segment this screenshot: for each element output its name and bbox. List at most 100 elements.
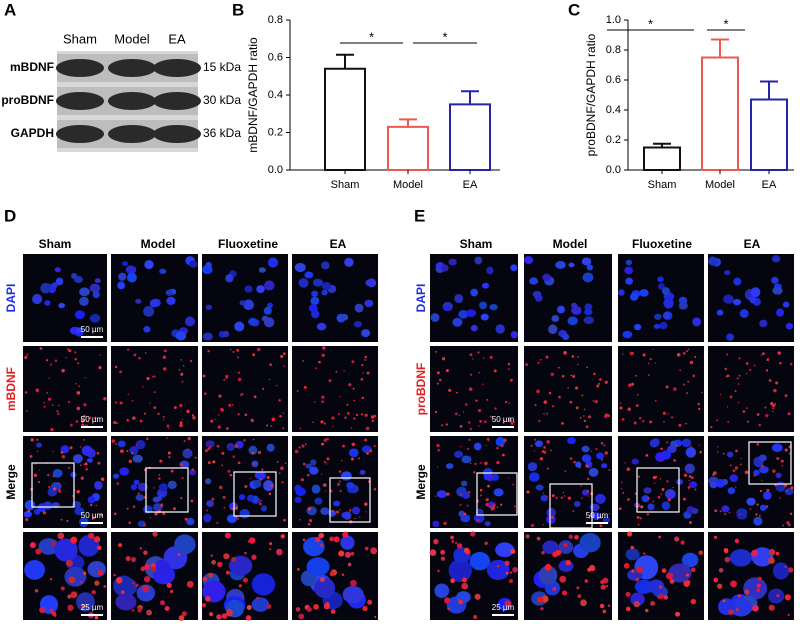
signal-dot bbox=[512, 483, 515, 486]
signal-dot bbox=[88, 416, 92, 420]
nucleus bbox=[74, 507, 85, 516]
signal-dot bbox=[440, 549, 446, 555]
nucleus bbox=[58, 302, 66, 309]
signal-dot bbox=[57, 482, 60, 485]
signal-dot bbox=[477, 351, 480, 354]
signal-dot bbox=[726, 353, 729, 356]
signal-dot bbox=[558, 395, 561, 399]
nucleus bbox=[298, 278, 309, 288]
signal-dot bbox=[99, 354, 101, 356]
signal-dot bbox=[238, 584, 242, 588]
signal-dot bbox=[580, 485, 582, 487]
nucleus bbox=[143, 305, 155, 317]
signal-dot bbox=[446, 492, 450, 496]
nucleus bbox=[32, 293, 43, 305]
nucleus bbox=[143, 325, 151, 333]
nucleus bbox=[243, 299, 254, 311]
signal-dot bbox=[729, 395, 733, 399]
signal-dot bbox=[726, 406, 729, 408]
signal-dot bbox=[479, 461, 482, 464]
signal-dot bbox=[128, 521, 131, 525]
signal-dot bbox=[781, 464, 784, 467]
nucleus bbox=[342, 585, 364, 604]
signal-dot bbox=[364, 358, 367, 361]
signal-dot bbox=[433, 538, 439, 545]
nucleus bbox=[125, 265, 137, 275]
signal-dot bbox=[550, 372, 555, 377]
signal-dot bbox=[225, 427, 229, 431]
nucleus bbox=[78, 535, 100, 557]
signal-dot bbox=[456, 543, 463, 549]
signal-dot bbox=[663, 595, 669, 600]
signal-dot bbox=[76, 391, 81, 395]
signal-dot bbox=[699, 450, 702, 454]
signal-dot bbox=[237, 517, 240, 520]
nucleus bbox=[247, 494, 255, 502]
signal-dot bbox=[477, 519, 480, 522]
nucleus bbox=[729, 474, 739, 483]
blot-band bbox=[153, 125, 201, 143]
nucleus bbox=[759, 466, 769, 474]
signal-dot bbox=[52, 487, 57, 491]
signal-dot bbox=[269, 363, 272, 366]
signal-dot bbox=[756, 413, 760, 416]
signal-dot bbox=[312, 421, 314, 424]
signal-dot bbox=[667, 498, 671, 502]
nucleus bbox=[753, 516, 763, 526]
signal-dot bbox=[688, 475, 692, 478]
signal-dot bbox=[461, 577, 467, 583]
signal-dot bbox=[125, 555, 131, 562]
signal-dot bbox=[308, 507, 311, 511]
signal-dot bbox=[153, 375, 156, 378]
signal-dot bbox=[534, 404, 537, 407]
signal-dot bbox=[94, 580, 100, 586]
signal-dot bbox=[164, 606, 170, 611]
signal-dot bbox=[563, 542, 568, 548]
signal-dot bbox=[710, 426, 713, 429]
micrograph bbox=[202, 254, 288, 342]
signal-dot bbox=[436, 382, 439, 385]
signal-dot bbox=[137, 607, 142, 612]
signal-dot bbox=[492, 504, 496, 508]
nucleus bbox=[179, 460, 190, 469]
signal-dot bbox=[779, 362, 782, 365]
signal-dot bbox=[603, 444, 606, 447]
signal-dot bbox=[561, 422, 564, 425]
nucleus bbox=[308, 304, 318, 313]
nucleus bbox=[60, 445, 70, 454]
nucleus bbox=[653, 323, 661, 330]
nucleus bbox=[135, 439, 146, 450]
signal-dot bbox=[283, 365, 285, 368]
nucleus bbox=[493, 488, 504, 497]
signal-dot bbox=[257, 347, 261, 352]
signal-dot bbox=[459, 493, 462, 496]
x-tick-label: Sham bbox=[331, 179, 360, 191]
nucleus bbox=[570, 302, 578, 308]
blot-size-label: 30 kDa bbox=[203, 93, 241, 107]
signal-dot bbox=[444, 597, 451, 604]
signal-dot bbox=[178, 368, 181, 371]
signal-dot bbox=[350, 457, 354, 461]
signal-dot bbox=[212, 460, 216, 464]
signal-dot bbox=[508, 418, 512, 422]
nucleus bbox=[184, 316, 196, 327]
signal-dot bbox=[360, 413, 363, 416]
signal-dot bbox=[172, 470, 174, 472]
signal-dot bbox=[772, 469, 776, 473]
nucleus bbox=[729, 549, 753, 567]
signal-dot bbox=[279, 414, 282, 418]
signal-dot bbox=[248, 537, 256, 544]
signal-dot bbox=[600, 579, 605, 585]
signal-dot bbox=[152, 531, 158, 537]
signal-dot bbox=[223, 378, 226, 381]
signal-dot bbox=[337, 482, 341, 486]
signal-dot bbox=[739, 513, 741, 516]
significance-label: * bbox=[648, 16, 653, 31]
signal-dot bbox=[440, 556, 446, 561]
y-tick-label: 0.2 bbox=[606, 134, 621, 146]
signal-dot bbox=[132, 505, 136, 508]
signal-dot bbox=[268, 487, 270, 490]
nucleus bbox=[736, 508, 748, 518]
signal-dot bbox=[223, 553, 230, 560]
signal-dot bbox=[162, 355, 167, 359]
